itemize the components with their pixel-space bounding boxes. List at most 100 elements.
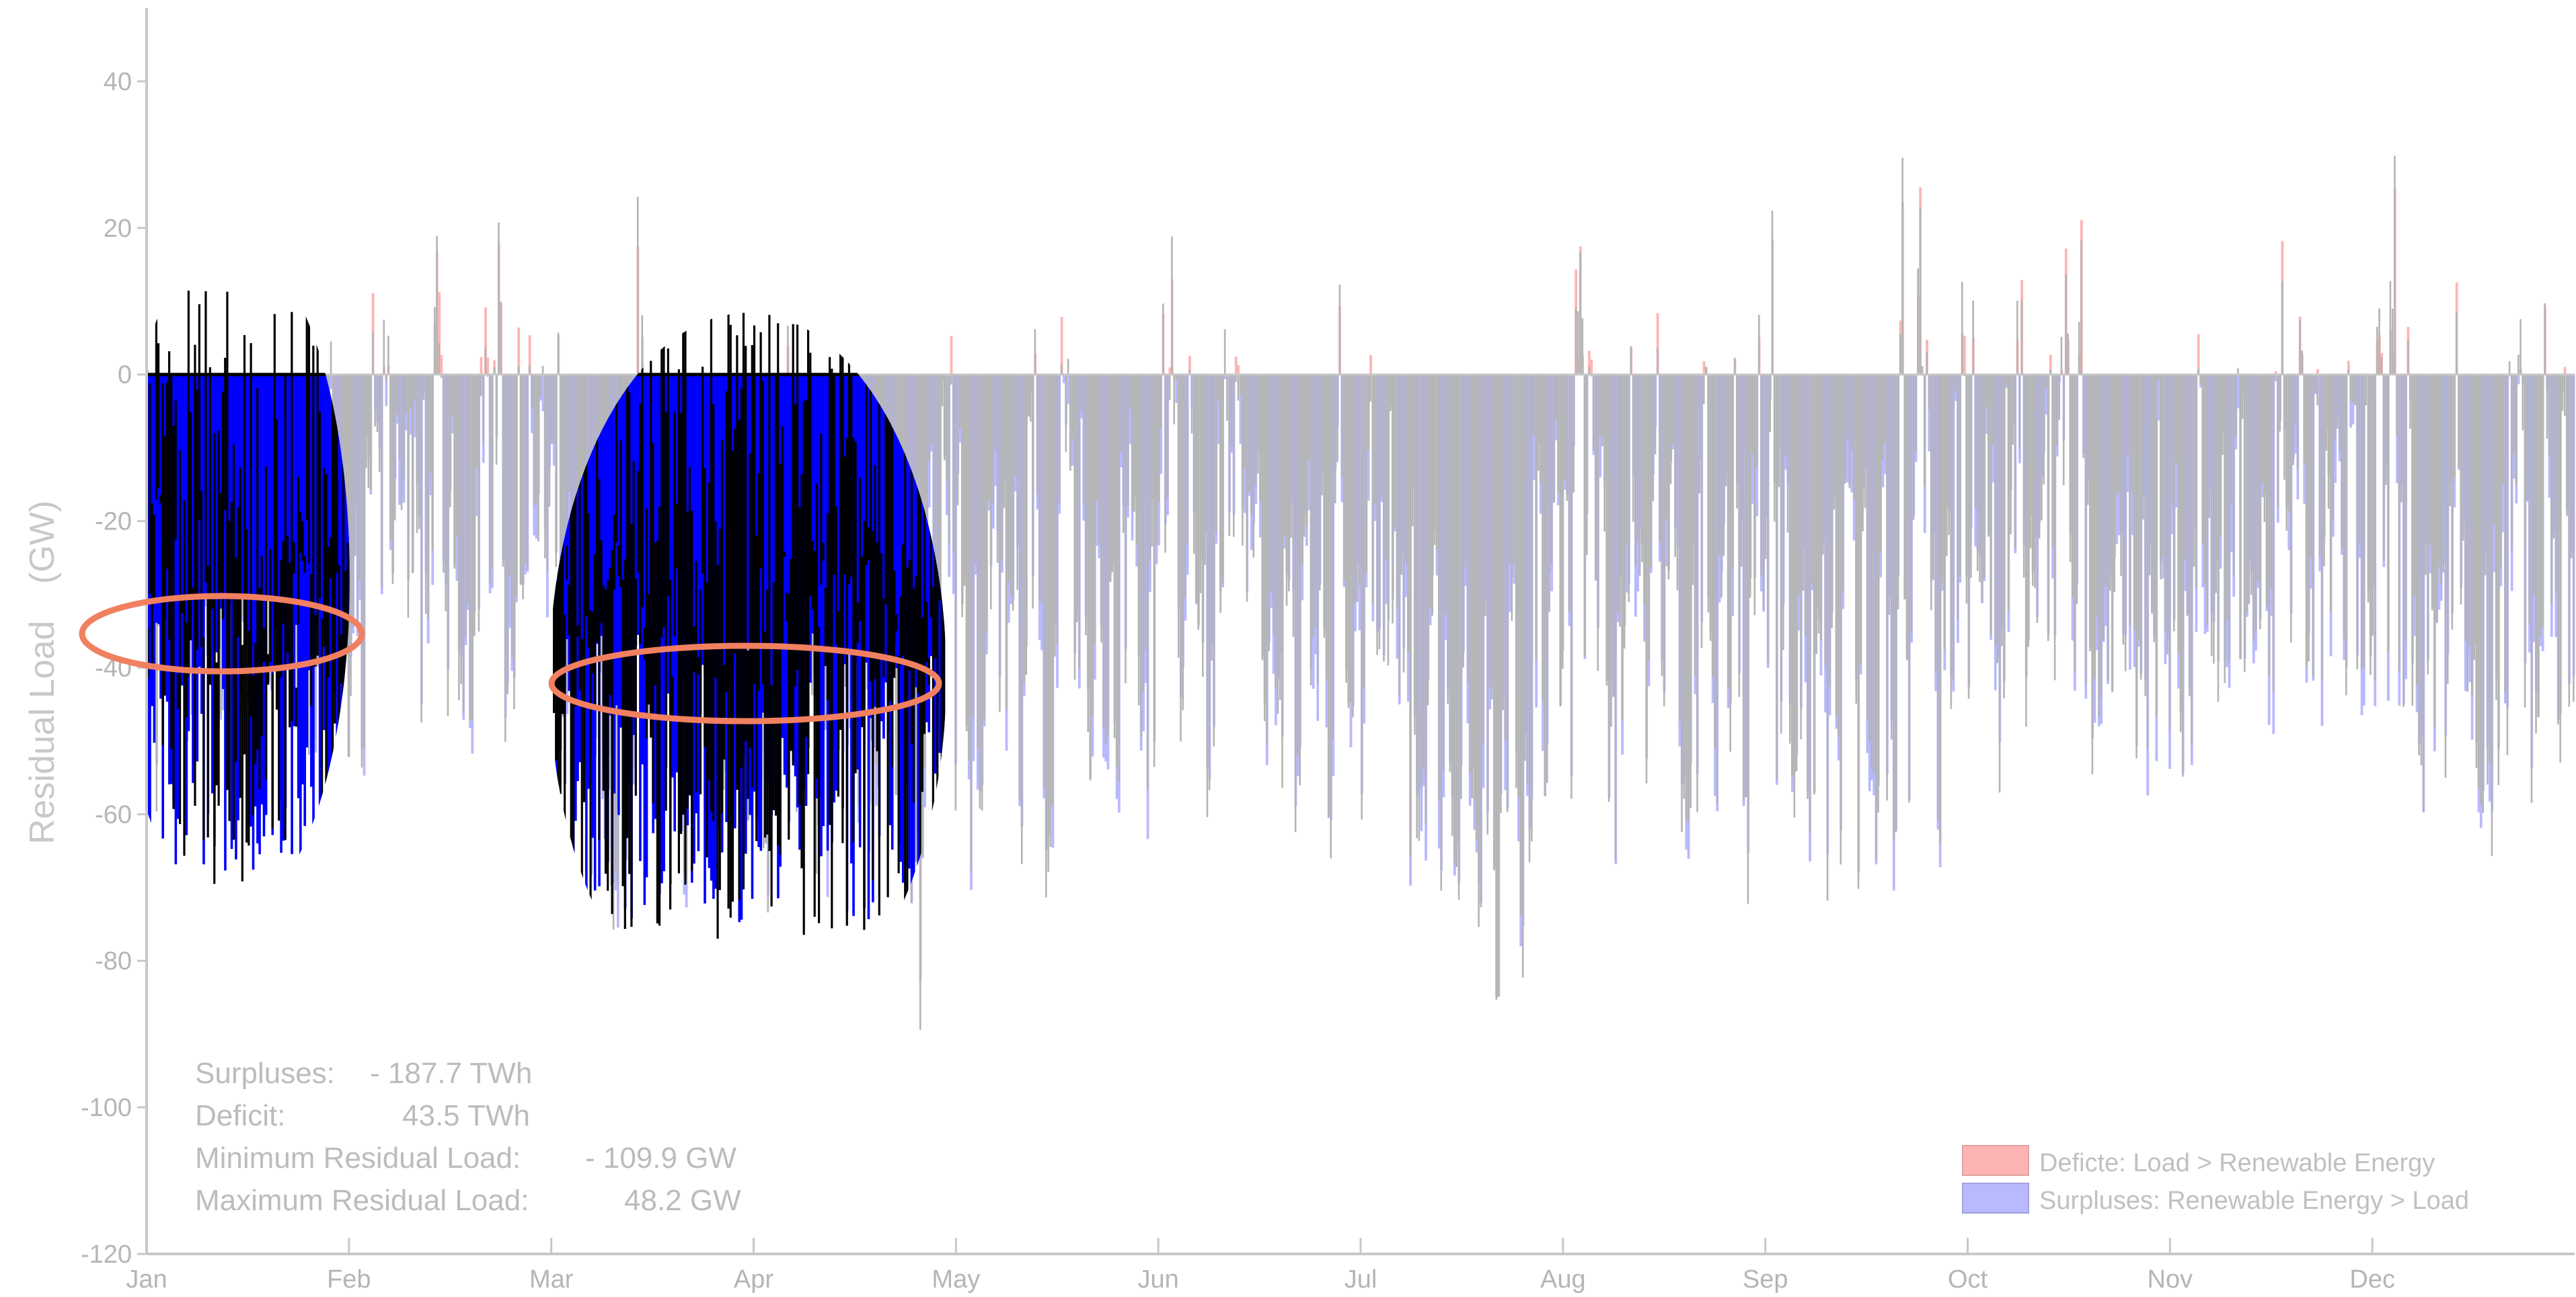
deficit-bar: [2049, 355, 2052, 375]
highlight-fill-bar: [925, 374, 928, 722]
highlight-fill-bar: [783, 374, 786, 775]
deficit-bar: [486, 357, 490, 375]
highlight-fill-bar: [675, 374, 679, 773]
highlight-fill-bar: [329, 374, 332, 790]
x-tick-label: Jun: [1138, 1265, 1179, 1294]
highlight-fill-bar: [299, 374, 302, 863]
surplus-bar: [414, 374, 416, 437]
highlight-fill-bar: [192, 374, 194, 783]
highlight-fill-bar: [224, 374, 227, 870]
deficit-bar: [2274, 371, 2277, 375]
annotation-ellipses: [79, 593, 942, 725]
x-tick-label: Jan: [126, 1265, 167, 1294]
highlight-fill-bar: [202, 374, 205, 864]
deficit-bar: [438, 292, 441, 375]
highlight-fill-bar: [617, 374, 620, 815]
y-tick-label: -80: [95, 947, 132, 975]
stat-max-label: Maximum Residual Load:: [195, 1184, 529, 1217]
highlight-fill-bar: [927, 374, 930, 733]
surplus-bar: [1239, 374, 1242, 445]
legend-swatch-surplus: [1962, 1183, 2029, 1214]
highlight-fill-bar: [278, 374, 280, 801]
deficit-bar: [1237, 365, 1240, 375]
deficit-bar: [517, 327, 521, 375]
highlight-fill-bar: [230, 374, 233, 849]
y-tick-label: 0: [118, 361, 132, 390]
highlight-fill-bar: [915, 374, 917, 688]
highlight-fill-bar: [585, 374, 588, 910]
highlight-fill-bar: [219, 374, 223, 609]
highlight-fill-bar: [305, 374, 309, 748]
highlight-fill-bar: [174, 374, 178, 864]
highlight-fill-bar: [318, 374, 321, 865]
deficit-bar: [440, 355, 443, 375]
highlight-fill-bar: [245, 374, 248, 588]
surplus-bar: [2045, 374, 2048, 415]
highlight-fill-bar: [289, 374, 291, 595]
y-axis-label: Residual Load (GW): [23, 501, 62, 844]
highlight-fill-bar: [906, 374, 909, 681]
highlight-fill-bar: [159, 374, 162, 699]
highlight-fill-bar: [252, 374, 255, 870]
highlight-fill-bar: [699, 374, 702, 714]
highlight-fill-bar: [228, 374, 231, 604]
highlight-fill-bar: [295, 374, 298, 626]
deficit-bar: [1188, 355, 1191, 375]
highlight-overlay: [146, 290, 946, 939]
stat-deficit-label: Deficit:: [195, 1099, 285, 1132]
surplus-bar: [541, 374, 545, 412]
highlight-fill-bar: [763, 374, 767, 764]
highlight-fill-bar: [336, 374, 339, 801]
stat-surpluses-value: - 187.7 TWh: [370, 1057, 532, 1090]
highlight-fill-bar: [921, 374, 924, 735]
deficit-bar: [1588, 350, 1591, 375]
highlight-fill-bar: [564, 374, 566, 784]
highlight-fill-bar: [656, 374, 659, 638]
y-tick-label: -60: [95, 801, 132, 829]
surplus-bar: [1062, 374, 1065, 383]
deficit-bar: [1590, 359, 1593, 375]
surplus-bar: [1217, 374, 1220, 444]
deficit-bar: [2347, 361, 2350, 375]
highlight-fill-bar: [897, 374, 901, 843]
highlight-fill-bar: [198, 374, 201, 667]
highlight-fill-bar: [211, 374, 214, 794]
highlight-fill-bar: [822, 374, 825, 827]
highlight-fill-bar: [321, 374, 324, 626]
legend-label-surplus: Surpluses: Renewable Energy > Load: [2039, 1187, 2469, 1215]
highlight-fill-bar: [609, 374, 611, 716]
deficit-bar: [1369, 355, 1372, 375]
surplus-bar: [330, 374, 333, 390]
highlight-fill-bar: [759, 374, 763, 851]
surplus-bar: [1175, 374, 1178, 404]
x-ticks: Jan Feb Mar Apr May Jun Jul Aug Sep Oct Nov Dec: [126, 1238, 2395, 1294]
summary-stats: Surpluses: - 187.7 TWh Deficit: 43.5 TWh…: [195, 1057, 741, 1217]
deficit-bar: [1656, 313, 1659, 375]
highlight-fill-bar: [747, 374, 749, 646]
legend-label-deficit: Deficte: Load > Renewable Energy: [2039, 1149, 2435, 1177]
highlight-fill-bar: [215, 374, 218, 653]
highlight-fill-bar: [647, 374, 650, 652]
highlight-fill-bar: [267, 374, 270, 598]
highlight-fill-bar: [600, 374, 603, 636]
surplus-bar: [385, 374, 388, 406]
highlight-fill-bar: [820, 374, 823, 856]
highlight-fill-bar: [149, 374, 151, 855]
stat-min-label: Minimum Residual Load:: [195, 1142, 521, 1175]
highlight-fill-bar: [813, 374, 817, 696]
deficit-bar: [1168, 367, 1172, 375]
highlight-fill-bar: [837, 374, 840, 704]
x-tick-label: Dec: [2349, 1265, 2395, 1294]
x-tick-label: Feb: [327, 1265, 371, 1294]
highlight-fill-bar: [576, 374, 579, 782]
highlight-fill-bar: [697, 374, 700, 852]
highlight-fill-bar: [893, 374, 896, 645]
highlight-fill-bar: [895, 374, 898, 669]
highlight-fill-bar: [882, 374, 885, 739]
highlight-fill-bar: [271, 374, 274, 836]
highlight-fill-bar: [850, 374, 853, 864]
highlight-fill-bar: [181, 374, 184, 685]
surplus-bar: [2236, 374, 2240, 408]
highlight-fill-bar: [157, 374, 160, 624]
